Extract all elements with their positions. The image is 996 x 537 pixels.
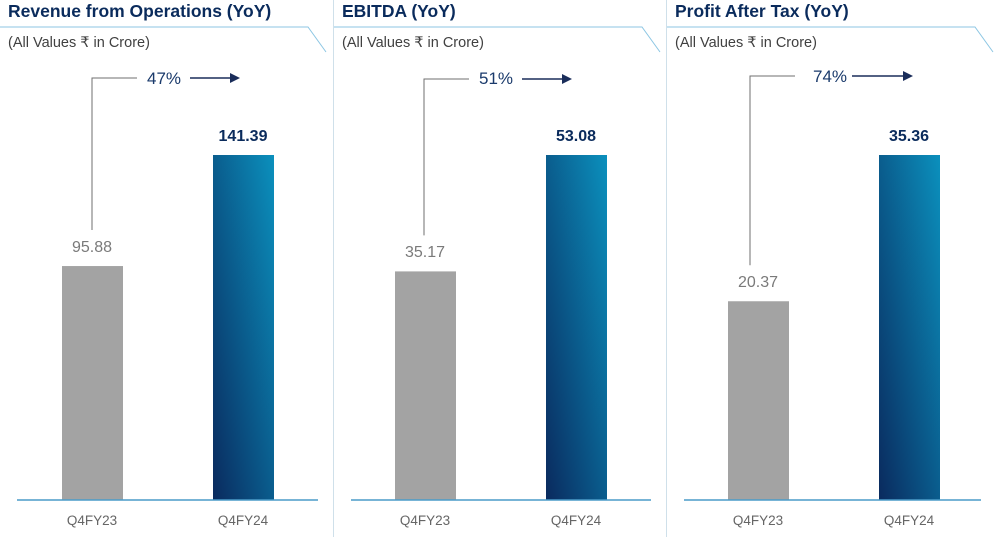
header-rule: [334, 26, 661, 53]
chart-svg-revenue: [0, 26, 327, 501]
growth-label: 47%: [142, 69, 186, 89]
growth-arrow-head-icon: [903, 71, 913, 81]
bar-prior-year: [62, 266, 123, 500]
bar-prior-year: [728, 301, 789, 500]
panel-divider: [333, 0, 334, 537]
chart-subtitle: (All Values ₹ in Crore): [675, 35, 817, 51]
bar-current-year: [879, 155, 940, 500]
growth-connector-line: [749, 75, 795, 266]
value-label-current: 35.36: [888, 128, 930, 145]
category-label-current: Q4FY24: [217, 513, 269, 528]
category-label-prior: Q4FY23: [66, 513, 118, 528]
value-label-prior: 35.17: [404, 244, 446, 262]
growth-arrow-head-icon: [230, 73, 240, 83]
chart-title: Revenue from Operations (YoY): [8, 1, 272, 21]
growth-connector-line: [91, 77, 137, 231]
growth-label: 74%: [808, 67, 852, 87]
growth-label: 51%: [474, 69, 518, 89]
chart-svg-ebitda: [334, 26, 661, 501]
header-rule: [0, 26, 327, 53]
chart-panel-ebitda: EBITDA (YoY) (All Values ₹ in Crore) 51%…: [334, 0, 666, 537]
value-label-prior: 20.37: [737, 274, 779, 292]
chart-subtitle: (All Values ₹ in Crore): [8, 35, 150, 51]
value-label-prior: 95.88: [71, 239, 113, 257]
chart-subtitle: (All Values ₹ in Crore): [342, 35, 484, 51]
value-label-current: 141.39: [218, 128, 268, 145]
growth-connector-line: [423, 78, 469, 236]
bar-current-year: [546, 155, 607, 500]
category-label-current: Q4FY24: [550, 513, 602, 528]
chart-title: Profit After Tax (YoY): [675, 1, 849, 21]
chart-svg-pat: [667, 26, 994, 501]
category-label-prior: Q4FY23: [399, 513, 451, 528]
header-rule: [667, 26, 994, 53]
category-label-prior: Q4FY23: [732, 513, 784, 528]
bar-current-year: [213, 155, 274, 500]
growth-arrow-head-icon: [562, 74, 572, 84]
chart-title: EBITDA (YoY): [342, 1, 456, 21]
panel-divider: [666, 0, 667, 537]
chart-panel-pat: Profit After Tax (YoY) (All Values ₹ in …: [667, 0, 996, 537]
bar-prior-year: [395, 271, 456, 500]
value-label-current: 53.08: [555, 128, 597, 145]
category-label-current: Q4FY24: [883, 513, 935, 528]
chart-panel-revenue: Revenue from Operations (YoY) (All Value…: [0, 0, 333, 537]
